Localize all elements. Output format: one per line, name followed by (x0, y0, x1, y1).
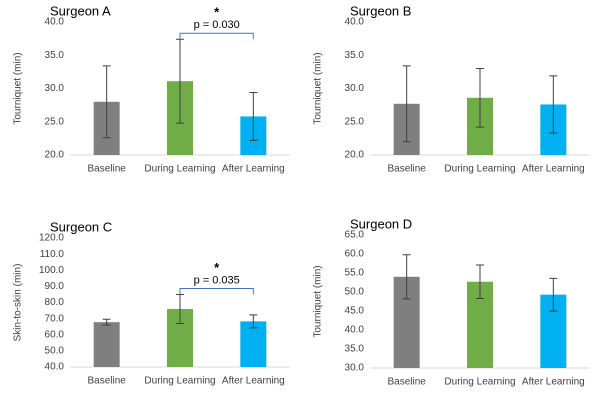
y-tick-label: 35.0 (45, 50, 65, 61)
y-tick-label: 30.0 (45, 83, 65, 94)
x-tick-label: During Learning (444, 164, 515, 175)
significance-marker: * (214, 5, 220, 20)
significance-bracket (179, 287, 254, 295)
error-bar (102, 318, 111, 326)
x-tick-label: During Learning (144, 376, 215, 387)
x-tick-label: Baseline (387, 377, 426, 388)
error-bar (402, 254, 411, 300)
y-tick-label: 110.0 (40, 249, 65, 260)
y-tick-label: 60.0 (345, 249, 365, 260)
y-tick-label: 25.0 (345, 116, 365, 127)
y-axis-label: Skin-to-skin (min) (13, 264, 24, 342)
y-tick-label: 80.0 (45, 297, 65, 308)
y-tick-label: 50.0 (345, 287, 365, 298)
y-axis-label: Tourniquet (min) (13, 52, 24, 124)
bar (240, 321, 267, 367)
significance-label: p = 0.030 (194, 19, 240, 31)
y-tick-label: 60.0 (45, 329, 65, 340)
y-tick-label: 25.0 (45, 116, 65, 127)
y-tick-label: 40.0 (45, 362, 65, 373)
panel-title: Surgeon D (350, 216, 412, 231)
y-tick-label: 100.0 (39, 265, 64, 276)
y-tick-label: 45.0 (345, 306, 365, 317)
x-tick-label: After Learning (222, 376, 285, 387)
error-bar (249, 314, 258, 329)
x-tick-label: Baseline (387, 164, 426, 175)
y-axis-label: Tourniquet (min) (313, 52, 324, 124)
x-tick-label: After Learning (222, 164, 285, 175)
y-tick-label: 40.0 (345, 17, 365, 28)
x-tick-label: Baseline (87, 376, 126, 387)
significance-label: p = 0.035 (194, 274, 240, 286)
y-tick-label: 20.0 (45, 150, 65, 161)
error-bar (402, 65, 411, 143)
y-tick-label: 65.0 (345, 230, 365, 241)
y-tick-label: 40.0 (45, 17, 65, 28)
bar (93, 322, 120, 367)
y-tick-label: 40.0 (345, 325, 365, 336)
x-tick-label: During Learning (144, 164, 215, 175)
significance-bracket (179, 32, 254, 40)
panel-title: Surgeon A (50, 3, 111, 18)
x-tick-label: After Learning (522, 377, 585, 388)
y-tick-label: 30.0 (345, 363, 365, 374)
y-tick-label: 50.0 (45, 346, 65, 357)
error-bar (549, 75, 558, 134)
significance-marker: * (214, 260, 220, 275)
x-tick-label: After Learning (522, 164, 585, 175)
error-bar (249, 91, 258, 141)
error-bar (549, 277, 558, 312)
panel-title: Surgeon B (350, 3, 411, 18)
x-tick-label: Baseline (87, 164, 126, 175)
error-bar (102, 65, 111, 139)
y-tick-label: 30.0 (345, 83, 365, 94)
y-tick-label: 55.0 (345, 268, 365, 279)
error-bar (176, 293, 184, 324)
y-axis-label: Tourniquet (min) (313, 265, 324, 337)
y-tick-label: 120.0 (39, 233, 64, 244)
y-tick-label: 35.0 (345, 344, 365, 355)
panel-title: Surgeon C (50, 219, 112, 234)
y-tick-label: 70.0 (45, 313, 65, 324)
error-bar (476, 264, 484, 299)
y-tick-label: 90.0 (45, 281, 65, 292)
y-tick-label: 20.0 (345, 150, 365, 161)
y-tick-label: 35.0 (345, 50, 365, 61)
error-bar (476, 68, 484, 128)
x-tick-label: During Learning (444, 377, 515, 388)
